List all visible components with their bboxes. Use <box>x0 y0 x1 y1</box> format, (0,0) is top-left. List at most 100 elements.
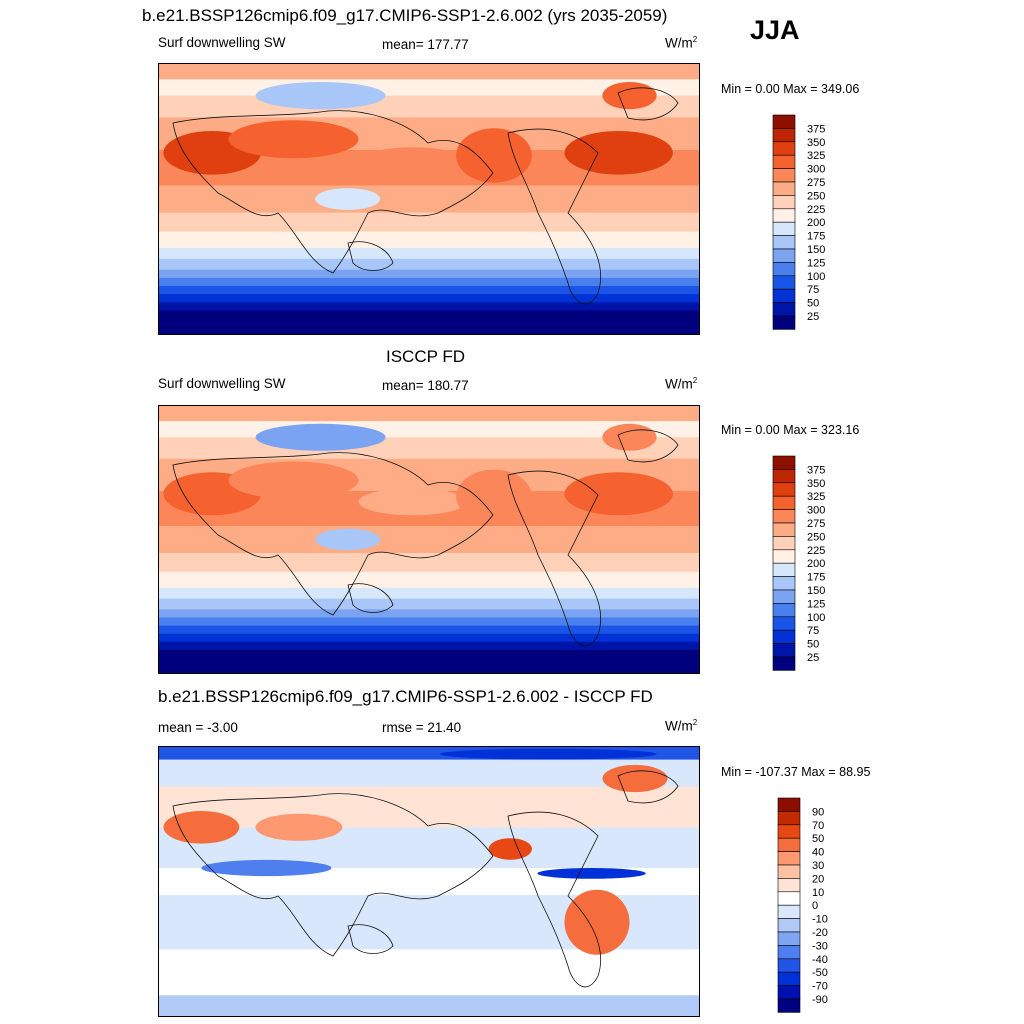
map-contour-band <box>158 633 700 643</box>
colorbar-tick-label: 150 <box>807 244 825 256</box>
colorbar-box <box>772 288 796 303</box>
colorbar-tick-label: 300 <box>807 505 825 517</box>
colorbar-tick-label: -20 <box>812 927 828 939</box>
map-frame <box>158 746 700 1017</box>
colorbar-box <box>777 797 801 812</box>
map-contour-band <box>158 617 700 627</box>
colorbar-tick-label: 20 <box>812 873 824 885</box>
map-contour-band <box>158 609 700 618</box>
colorbar-box <box>777 985 801 1000</box>
colorbar-box <box>772 248 796 263</box>
coastline <box>507 470 602 647</box>
colorbar-tick-label: 125 <box>807 598 825 610</box>
panel-3-min-max: Min = -107.37 Max = 88.95 <box>721 765 871 779</box>
panel-3-units: W/m2 <box>665 718 698 734</box>
panel-3-center-label: rmse = 21.40 <box>382 720 462 735</box>
coastline <box>617 429 679 463</box>
colorbar-tick-label: 275 <box>807 177 825 189</box>
colorbar-box <box>772 141 796 156</box>
panel-1-left-label: Surf downwelling SW <box>158 35 286 50</box>
colorbar-box <box>777 918 801 933</box>
colorbar-tick-label: 250 <box>807 531 825 543</box>
colorbar-tick-label: 225 <box>807 204 825 216</box>
colorbar-box <box>772 181 796 196</box>
colorbar-box <box>772 235 796 250</box>
map-contour-band <box>158 63 700 80</box>
map-contour-band <box>158 294 700 303</box>
panel-1-units: W/m2 <box>665 35 698 51</box>
map-contour-band <box>158 553 700 573</box>
colorbar-tick-label: 25 <box>807 311 819 323</box>
colorbar-box <box>777 824 801 839</box>
colorbar-tick-label: 175 <box>807 231 825 243</box>
colorbar-tick-label: 100 <box>807 612 825 624</box>
colorbar-tick-label: -90 <box>812 994 828 1006</box>
colorbar-box <box>777 811 801 826</box>
colorbar-box <box>772 495 796 510</box>
colorbar-box <box>777 837 801 852</box>
colorbar-box <box>772 154 796 169</box>
colorbar-box <box>772 128 796 143</box>
colorbar-box <box>777 998 801 1013</box>
colorbar-tick-label: 50 <box>807 298 819 310</box>
map-contour-band <box>158 995 700 1017</box>
panel-2-title: ISCCP FD <box>386 347 466 366</box>
colorbar-box <box>772 562 796 577</box>
colorbar-tick-label: 50 <box>812 833 824 845</box>
colorbar-tick-label: 350 <box>807 478 825 490</box>
colorbar-tick-label: 10 <box>812 887 824 899</box>
map-contour-region <box>456 469 532 524</box>
colorbar-box <box>772 275 796 290</box>
map-contour-region <box>456 128 532 183</box>
map-contour-region <box>255 813 343 841</box>
colorbar-box <box>772 208 796 223</box>
colorbar-box <box>772 643 796 658</box>
colorbar-tick-label: 375 <box>807 123 825 135</box>
coastline <box>347 924 394 954</box>
map-contour-region <box>564 889 630 955</box>
panel-2-units: W/m2 <box>665 376 698 392</box>
colorbar-box <box>777 904 801 919</box>
colorbar-box <box>772 549 796 564</box>
map-contour-region <box>602 764 668 793</box>
map-contour-band <box>158 310 700 335</box>
colorbar-box <box>772 469 796 484</box>
map-contour-band <box>158 526 700 554</box>
coastline <box>507 811 602 988</box>
colorbar-tick-label: 150 <box>807 585 825 597</box>
colorbar-box <box>777 958 801 973</box>
colorbar-tick-label: 0 <box>812 900 818 912</box>
season-label: JJA <box>750 15 800 45</box>
colorbar-tick-label: -40 <box>812 954 828 966</box>
colorbar-tick-label: 100 <box>807 271 825 283</box>
map-contour-band <box>158 587 700 600</box>
colorbar-box <box>772 603 796 618</box>
panel-2-center-label: mean= 180.77 <box>382 378 469 393</box>
map-contour-region <box>602 423 657 451</box>
map-contour-band <box>158 949 700 996</box>
panel-1-map <box>158 63 700 335</box>
colorbar-tick-label: 50 <box>807 639 819 651</box>
colorbar-box <box>772 455 796 470</box>
colorbar-box <box>772 589 796 604</box>
panel-3-map <box>158 746 700 1017</box>
colorbar-box <box>772 509 796 524</box>
colorbar-tick-label: 325 <box>807 491 825 503</box>
coastline <box>507 128 602 305</box>
colorbar-box <box>772 168 796 183</box>
map-contour-region <box>228 461 359 500</box>
map-contour-band <box>158 571 700 589</box>
colorbar-tick-label: -30 <box>812 940 828 952</box>
map-frame <box>158 63 700 335</box>
panel-2-map <box>158 405 700 674</box>
coastline <box>172 110 494 274</box>
colorbar-tick-label: 70 <box>812 820 824 832</box>
coastline <box>172 793 494 957</box>
map-contour-region <box>564 472 673 516</box>
colorbar-tick-label: 75 <box>807 625 819 637</box>
colorbar-tick-label: 375 <box>807 464 825 476</box>
map-contour-region <box>315 188 381 210</box>
colorbar-tick-label: 300 <box>807 164 825 176</box>
map-contour-band <box>158 277 700 287</box>
colorbar-box <box>772 315 796 330</box>
